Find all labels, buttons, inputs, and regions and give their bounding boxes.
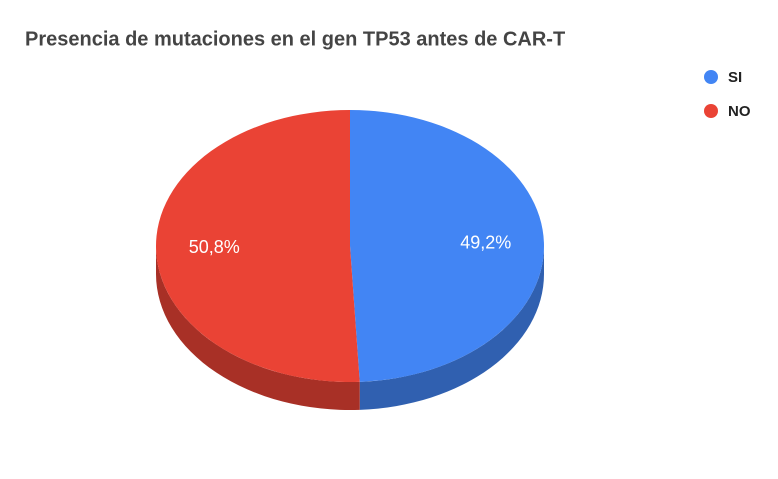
slice	[350, 110, 544, 382]
value-label: 50,8%	[189, 237, 240, 257]
value-label: 49,2%	[460, 232, 511, 252]
slice	[155, 110, 360, 383]
chart-title: Presencia de mutaciones en el gen TP53 a…	[25, 28, 565, 50]
slice-side	[359, 246, 544, 410]
legend-label: SI	[728, 69, 742, 86]
legend-label: NO	[728, 103, 751, 120]
slice-side	[156, 246, 360, 410]
legend-marker	[704, 104, 718, 118]
legend-marker	[704, 70, 718, 84]
